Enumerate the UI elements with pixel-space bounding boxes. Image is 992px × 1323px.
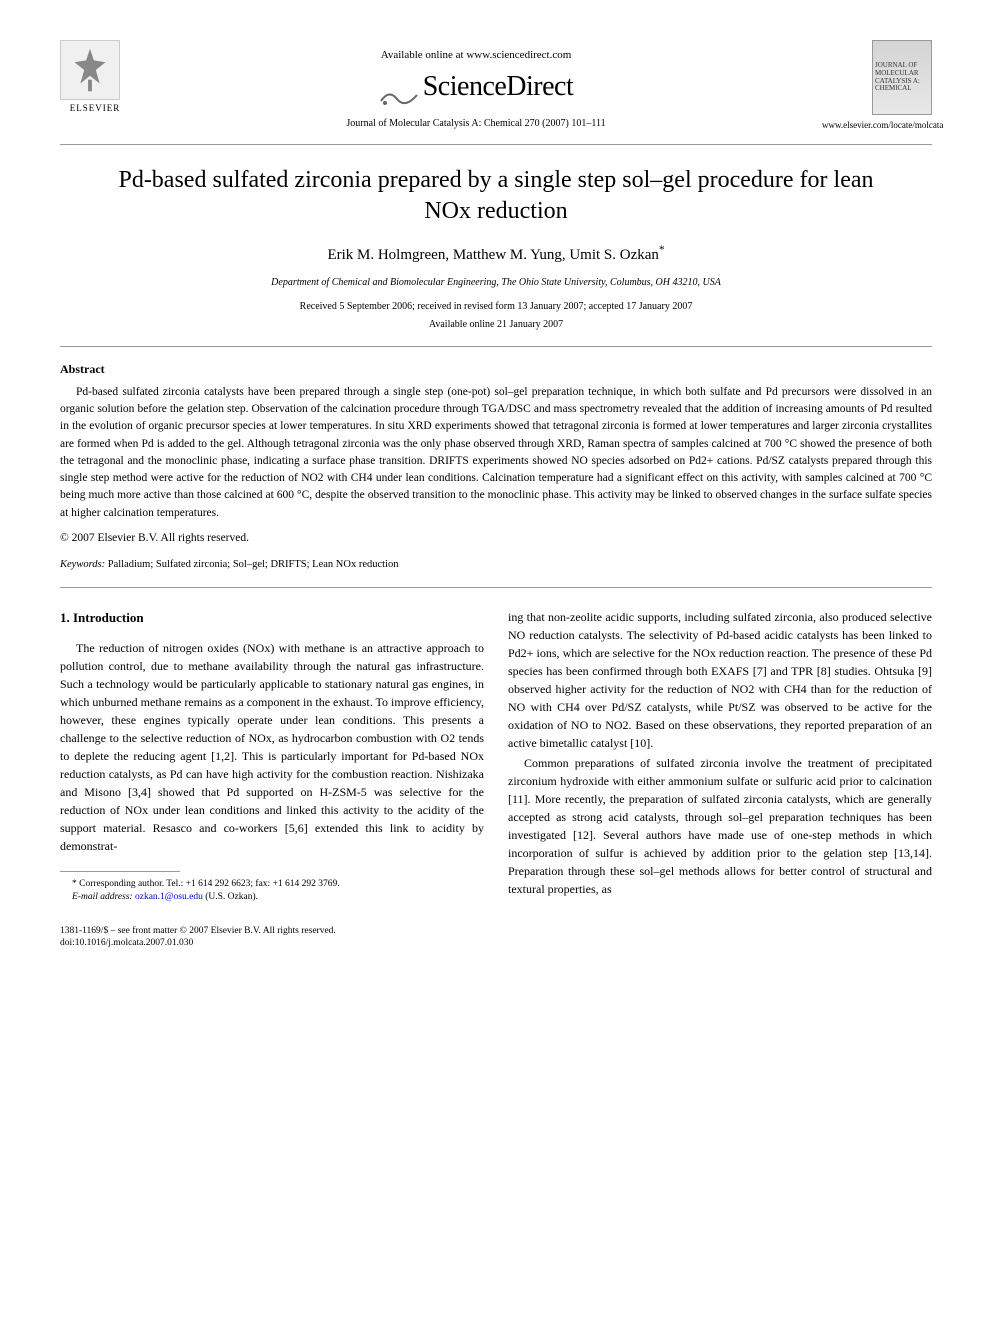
available-online-text: Available online at www.sciencedirect.co… (130, 48, 822, 63)
abstract-body: Pd-based sulfated zirconia catalysts hav… (60, 384, 932, 522)
keywords: Keywords: Palladium; Sulfated zirconia; … (60, 558, 932, 573)
elsevier-tree-icon (60, 40, 120, 100)
journal-url: www.elsevier.com/locate/molcata (822, 119, 932, 132)
authors: Erik M. Holmgreen, Matthew M. Yung, Umit… (60, 243, 932, 266)
article-title: Pd-based sulfated zirconia prepared by a… (100, 165, 892, 227)
keywords-list: Palladium; Sulfated zirconia; Sol–gel; D… (105, 559, 398, 570)
divider (60, 346, 932, 347)
elsevier-label: ELSEVIER (60, 102, 130, 115)
abstract-heading: Abstract (60, 361, 932, 378)
center-header: Available online at www.sciencedirect.co… (130, 40, 822, 131)
journal-reference: Journal of Molecular Catalysis A: Chemic… (130, 117, 822, 131)
footnote-email-label: E-mail address: (72, 892, 133, 902)
header: ELSEVIER Available online at www.science… (60, 40, 932, 145)
footnote-divider (60, 871, 180, 872)
journal-side-name: JOURNAL OF MOLECULAR CATALYSIS A: CHEMIC… (875, 62, 929, 93)
divider (60, 587, 932, 588)
body-columns: 1. Introduction The reduction of nitroge… (60, 608, 932, 905)
abstract-copyright: © 2007 Elsevier B.V. All rights reserved… (60, 530, 932, 546)
footnote-corresponding: * Corresponding author. Tel.: +1 614 292… (60, 878, 484, 891)
dates-available: Available online 21 January 2007 (60, 318, 932, 332)
footnote-email-attribution: (U.S. Ozkan). (205, 892, 258, 902)
column-left: 1. Introduction The reduction of nitroge… (60, 608, 484, 905)
journal-logo: JOURNAL OF MOLECULAR CATALYSIS A: CHEMIC… (822, 40, 932, 132)
footer-doi: doi:10.1016/j.molcata.2007.01.030 (60, 937, 932, 949)
keywords-label: Keywords: (60, 559, 105, 570)
sciencedirect-wave-icon (379, 79, 419, 99)
sciencedirect-text: ScienceDirect (423, 71, 574, 102)
footnote-email: E-mail address: ozkan.1@osu.edu (U.S. Oz… (60, 891, 484, 904)
sciencedirect-logo: ScienceDirect (130, 67, 822, 106)
corresponding-mark: * (659, 244, 665, 256)
footnote-email-address[interactable]: ozkan.1@osu.edu (133, 892, 206, 902)
column-right: ing that non-zeolite acidic supports, in… (508, 608, 932, 905)
section-heading-intro: 1. Introduction (60, 608, 484, 628)
footer: 1381-1169/$ – see front matter © 2007 El… (60, 925, 932, 950)
footer-issn: 1381-1169/$ – see front matter © 2007 El… (60, 925, 932, 937)
body-paragraph: Common preparations of sulfated zirconia… (508, 754, 932, 898)
body-paragraph: ing that non-zeolite acidic supports, in… (508, 608, 932, 752)
dates-received: Received 5 September 2006; received in r… (60, 300, 932, 314)
affiliation: Department of Chemical and Biomolecular … (60, 276, 932, 290)
abstract-text: Pd-based sulfated zirconia catalysts hav… (60, 384, 932, 522)
authors-list: Erik M. Holmgreen, Matthew M. Yung, Umit… (327, 247, 659, 263)
journal-cover-icon: JOURNAL OF MOLECULAR CATALYSIS A: CHEMIC… (872, 40, 932, 115)
elsevier-logo: ELSEVIER (60, 40, 130, 115)
body-paragraph: The reduction of nitrogen oxides (NOx) w… (60, 639, 484, 855)
